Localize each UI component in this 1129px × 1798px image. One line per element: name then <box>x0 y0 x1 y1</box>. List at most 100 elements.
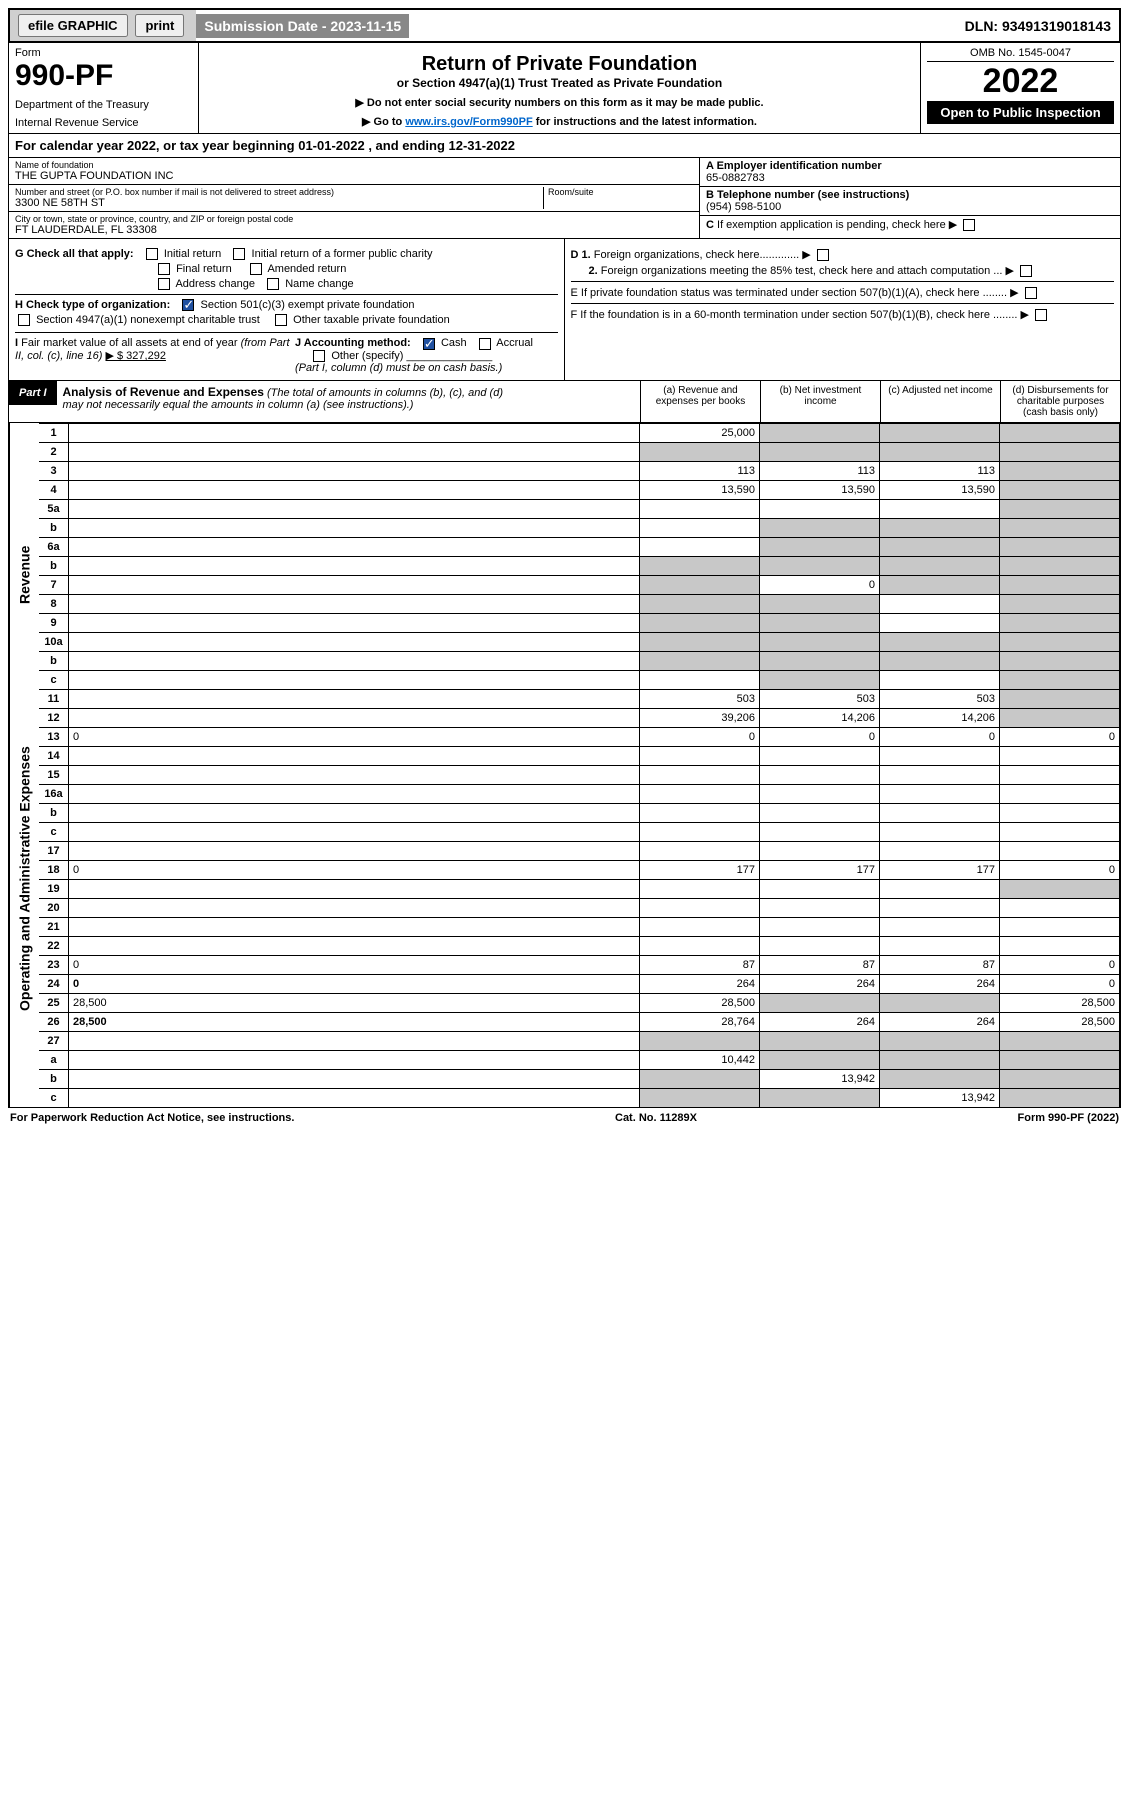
line-number: b <box>39 651 69 670</box>
line-number: 6a <box>39 537 69 556</box>
value-cell <box>880 670 1000 689</box>
col-b-header: (b) Net investment income <box>760 381 880 422</box>
line-description: 0 <box>69 727 640 746</box>
value-cell <box>880 442 1000 461</box>
part1-header: Part I Analysis of Revenue and Expenses … <box>8 381 1121 423</box>
line-number: 11 <box>39 689 69 708</box>
paperwork-notice: For Paperwork Reduction Act Notice, see … <box>10 1112 294 1124</box>
value-cell <box>640 803 760 822</box>
foundation-name: THE GUPTA FOUNDATION INC <box>15 170 693 182</box>
d2-checkbox[interactable] <box>1020 265 1032 277</box>
line-description <box>69 784 640 803</box>
4947-checkbox[interactable] <box>18 314 30 326</box>
value-cell <box>1000 1050 1120 1069</box>
print-button[interactable]: print <box>135 14 184 37</box>
line-description <box>69 689 640 708</box>
value-cell: 10,442 <box>640 1050 760 1069</box>
value-cell <box>880 784 1000 803</box>
value-cell <box>1000 537 1120 556</box>
value-cell <box>1000 822 1120 841</box>
value-cell: 0 <box>760 575 880 594</box>
value-cell <box>640 537 760 556</box>
value-cell <box>880 765 1000 784</box>
value-cell <box>760 917 880 936</box>
other-taxable-checkbox[interactable] <box>275 314 287 326</box>
value-cell <box>1000 575 1120 594</box>
line-number: 21 <box>39 917 69 936</box>
col-d-header: (d) Disbursements for charitable purpose… <box>1000 381 1120 422</box>
amended-return-checkbox[interactable] <box>250 263 262 275</box>
fmv-value: ▶ $ 327,292 <box>105 350 165 362</box>
ein-value: 65-0882783 <box>706 172 765 184</box>
line-number: 12 <box>39 708 69 727</box>
col-c-header: (c) Adjusted net income <box>880 381 1000 422</box>
pending-checkbox[interactable] <box>963 219 975 231</box>
line-description <box>69 651 640 670</box>
city-state-zip: FT LAUDERDALE, FL 33308 <box>15 224 693 236</box>
value-cell: 13,590 <box>760 480 880 499</box>
d1-checkbox[interactable] <box>817 249 829 261</box>
line-number: 27 <box>39 1031 69 1050</box>
value-cell <box>1000 480 1120 499</box>
value-cell <box>1000 936 1120 955</box>
value-cell <box>880 822 1000 841</box>
line-number: b <box>39 556 69 575</box>
value-cell <box>880 575 1000 594</box>
value-cell: 0 <box>640 727 760 746</box>
value-cell <box>880 879 1000 898</box>
other-method-checkbox[interactable] <box>313 350 325 362</box>
final-return-checkbox[interactable] <box>158 263 170 275</box>
value-cell: 0 <box>1000 727 1120 746</box>
initial-former-checkbox[interactable] <box>233 248 245 260</box>
value-cell <box>1000 765 1120 784</box>
efile-button[interactable]: efile GRAPHIC <box>18 14 128 37</box>
line-description <box>69 841 640 860</box>
address-change-checkbox[interactable] <box>158 278 170 290</box>
value-cell <box>1000 898 1120 917</box>
form-label: Form <box>15 47 192 59</box>
cash-checkbox[interactable] <box>423 338 435 350</box>
value-cell <box>880 841 1000 860</box>
value-cell: 264 <box>880 974 1000 993</box>
value-cell: 264 <box>760 1012 880 1031</box>
value-cell <box>880 803 1000 822</box>
value-cell <box>640 1069 760 1088</box>
value-cell: 503 <box>640 689 760 708</box>
value-cell <box>1000 917 1120 936</box>
value-cell: 0 <box>760 727 880 746</box>
value-cell <box>880 917 1000 936</box>
value-cell <box>1000 461 1120 480</box>
tax-year: 2022 <box>927 62 1114 101</box>
instruction-1: ▶ Do not enter social security numbers o… <box>205 96 914 109</box>
value-cell <box>640 784 760 803</box>
value-cell: 39,206 <box>640 708 760 727</box>
line-description <box>69 708 640 727</box>
line-number: b <box>39 518 69 537</box>
line-number: 22 <box>39 936 69 955</box>
ein-label: A Employer identification number <box>706 160 882 172</box>
f-checkbox[interactable] <box>1035 309 1047 321</box>
line-number: 10a <box>39 632 69 651</box>
value-cell <box>1000 1031 1120 1050</box>
line-number: 26 <box>39 1012 69 1031</box>
value-cell <box>760 1050 880 1069</box>
form990pf-link[interactable]: www.irs.gov/Form990PF <box>405 116 532 128</box>
value-cell <box>880 556 1000 575</box>
e-checkbox[interactable] <box>1025 287 1037 299</box>
value-cell: 13,942 <box>760 1069 880 1088</box>
accrual-checkbox[interactable] <box>479 338 491 350</box>
name-change-checkbox[interactable] <box>267 278 279 290</box>
value-cell <box>640 632 760 651</box>
initial-return-checkbox[interactable] <box>146 248 158 260</box>
form-ref: Form 990-PF (2022) <box>1018 1112 1119 1124</box>
line-number: c <box>39 1088 69 1107</box>
value-cell <box>640 556 760 575</box>
value-cell <box>640 670 760 689</box>
value-cell <box>1000 613 1120 632</box>
street-address: 3300 NE 58TH ST <box>15 197 543 209</box>
value-cell <box>1000 518 1120 537</box>
value-cell <box>880 746 1000 765</box>
501c3-checkbox[interactable] <box>182 299 194 311</box>
col-a-header: (a) Revenue and expenses per books <box>640 381 760 422</box>
open-to-public: Open to Public Inspection <box>927 101 1114 124</box>
